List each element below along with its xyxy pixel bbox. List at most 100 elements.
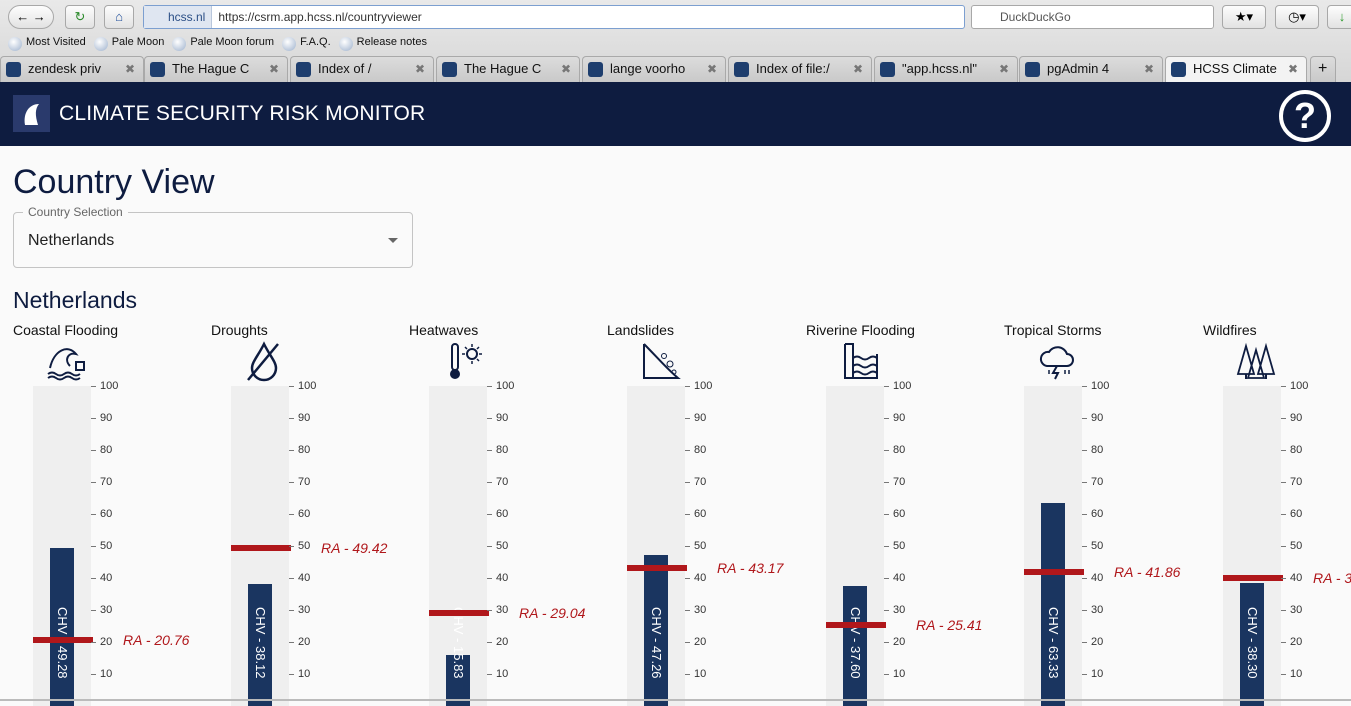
axis-tick-label: 40 xyxy=(694,572,707,584)
tab-label: "app.hcss.nl" xyxy=(902,61,977,76)
axis-tick xyxy=(1082,642,1087,643)
tab-label: The Hague C xyxy=(172,61,250,76)
ra-marker[interactable] xyxy=(826,621,886,628)
browser-tab[interactable]: HCSS Climate ✖ xyxy=(1165,56,1307,82)
close-tab-icon[interactable]: ✖ xyxy=(1143,62,1154,76)
url-bar[interactable]: hcss.nl https://csrm.app.hcss.nl/countryv… xyxy=(143,5,965,29)
browser-tab[interactable]: "app.hcss.nl" ✖ xyxy=(874,56,1018,82)
close-tab-icon[interactable]: ✖ xyxy=(560,62,571,76)
ra-marker[interactable] xyxy=(627,564,687,571)
help-icon[interactable]: ? xyxy=(1279,90,1331,142)
axis-tick xyxy=(487,482,492,483)
chv-bar[interactable] xyxy=(644,554,668,706)
axis-tick-label: 30 xyxy=(298,604,311,616)
axis-tick-label: 30 xyxy=(496,604,509,616)
tab-favicon-icon xyxy=(880,62,895,77)
browser-tab[interactable]: Index of file:/ ✖ xyxy=(728,56,872,82)
chv-bar[interactable] xyxy=(1240,583,1264,706)
download-button[interactable]: ↓ xyxy=(1327,5,1351,29)
browser-tab[interactable]: Index of / ✖ xyxy=(290,56,434,82)
divider xyxy=(0,699,1351,701)
axis-tick-label: 20 xyxy=(298,636,311,648)
axis-tick-label: 100 xyxy=(1290,380,1309,392)
browser-tab[interactable]: The Hague C ✖ xyxy=(144,56,288,82)
bookmark-item[interactable]: Pale Moon xyxy=(93,36,164,54)
chv-bar[interactable] xyxy=(843,585,867,706)
axis-tick-label: 10 xyxy=(100,668,113,680)
chv-bar[interactable] xyxy=(248,584,272,706)
tab-favicon-icon xyxy=(588,62,603,77)
chv-label: CHV - 38.30 xyxy=(1245,607,1260,679)
axis-tick-label: 50 xyxy=(1290,540,1303,552)
new-tab-button[interactable]: + xyxy=(1310,56,1336,82)
close-tab-icon[interactable]: ✖ xyxy=(268,62,279,76)
ra-marker[interactable] xyxy=(1223,575,1283,582)
axis-tick-label: 10 xyxy=(1091,668,1104,680)
axis-tick xyxy=(1082,482,1087,483)
browser-tab[interactable]: The Hague C ✖ xyxy=(436,56,580,82)
tab-label: zendesk priv xyxy=(28,61,101,76)
hazard-title: Riverine Flooding xyxy=(806,322,915,338)
axis-tick xyxy=(289,674,294,675)
browser-chrome: ← → ↻ ⌂ hcss.nl https://csrm.app.hcss.nl/… xyxy=(0,0,1351,82)
tab-label: HCSS Climate xyxy=(1193,61,1277,76)
close-tab-icon[interactable]: ✖ xyxy=(852,62,863,76)
site-identity[interactable]: hcss.nl xyxy=(144,6,213,28)
axis-tick xyxy=(1082,546,1087,547)
axis-tick-label: 100 xyxy=(694,380,713,392)
tab-label: Index of / xyxy=(318,61,372,76)
bookmarks-bar: Most Visited Pale Moon Pale Moon forum F.A.… xyxy=(0,36,427,54)
browser-tab[interactable]: zendesk priv ✖ xyxy=(0,56,144,82)
bookmark-item[interactable]: Release notes xyxy=(338,36,427,54)
axis-tick-label: 10 xyxy=(496,668,509,680)
axis-tick xyxy=(289,450,294,451)
chv-bar[interactable] xyxy=(1041,503,1065,706)
bookmark-item[interactable]: Most Visited xyxy=(8,36,86,54)
search-input[interactable]: DuckDuckGo xyxy=(971,5,1214,29)
reload-button[interactable]: ↻ xyxy=(65,5,95,29)
axis-tick xyxy=(1082,610,1087,611)
axis-tick-label: 40 xyxy=(496,572,509,584)
axis-tick-label: 60 xyxy=(1091,508,1104,520)
back-forward-button[interactable]: ← → xyxy=(8,5,54,29)
chv-bar[interactable] xyxy=(50,548,74,706)
axis-tick xyxy=(289,482,294,483)
hazard-title: Coastal Flooding xyxy=(13,322,119,338)
ra-marker[interactable] xyxy=(429,610,489,617)
app-logo[interactable] xyxy=(13,95,50,132)
close-tab-icon[interactable]: ✖ xyxy=(998,62,1009,76)
chv-label: CHV - 15.83 xyxy=(451,607,466,679)
axis-tick xyxy=(1082,386,1087,387)
axis-tick xyxy=(685,386,690,387)
browser-tab[interactable]: pgAdmin 4 ✖ xyxy=(1019,56,1163,82)
axis-tick-label: 40 xyxy=(1091,572,1104,584)
bookmark-item[interactable]: F.A.Q. xyxy=(282,36,331,54)
history-button[interactable]: ◷▾ xyxy=(1275,5,1319,29)
close-tab-icon[interactable]: ✖ xyxy=(124,62,135,76)
axis-tick-label: 70 xyxy=(496,476,509,488)
bookmark-item[interactable]: Pale Moon forum xyxy=(172,36,274,54)
axis-tick xyxy=(91,674,96,675)
axis-tick xyxy=(884,578,889,579)
country-select[interactable]: Country Selection Netherlands xyxy=(13,205,413,268)
country-select-label: Country Selection xyxy=(23,205,128,219)
browser-tab[interactable]: lange voorho ✖ xyxy=(582,56,726,82)
axis-tick-label: 50 xyxy=(100,540,113,552)
chv-bar[interactable] xyxy=(446,655,470,706)
close-tab-icon[interactable]: ✖ xyxy=(1287,62,1298,76)
home-button[interactable]: ⌂ xyxy=(104,5,134,29)
axis-tick xyxy=(1281,642,1286,643)
bookmark-button[interactable]: ★▾ xyxy=(1222,5,1266,29)
hazard-column: Landslides CHV - 47.26 RA - 43.17 10 20 30 40 5… xyxy=(607,320,805,706)
axis-tick xyxy=(1281,674,1286,675)
axis-tick xyxy=(884,482,889,483)
close-tab-icon[interactable]: ✖ xyxy=(414,62,425,76)
axis-tick xyxy=(1281,610,1286,611)
close-tab-icon[interactable]: ✖ xyxy=(706,62,717,76)
ra-marker[interactable] xyxy=(33,636,93,643)
axis-tick xyxy=(91,514,96,515)
axis-tick xyxy=(487,546,492,547)
ra-marker[interactable] xyxy=(231,544,291,551)
ra-marker[interactable] xyxy=(1024,569,1084,576)
tab-favicon-icon xyxy=(150,62,165,77)
